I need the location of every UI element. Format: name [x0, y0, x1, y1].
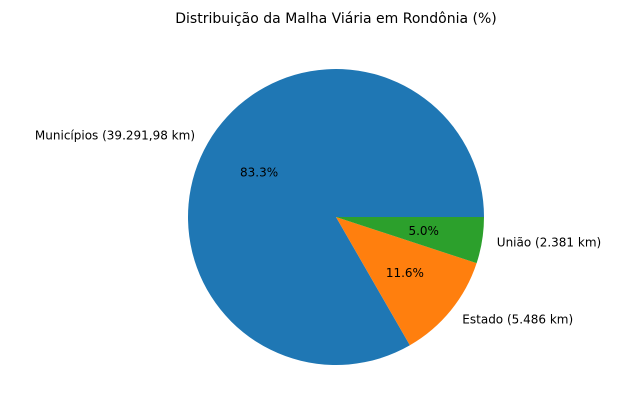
pie-percent-label-0: 83.3%	[240, 166, 278, 180]
chart-title: Distribuição da Malha Viária em Rondônia…	[175, 11, 497, 27]
pie-category-label-0: Municípios (39.291,98 km)	[35, 129, 195, 143]
pie-slice-0	[188, 68, 484, 365]
pie-slices	[188, 68, 484, 365]
pie-category-label-1: Estado (5.486 km)	[462, 313, 573, 327]
pie-percent-label-1: 11.6%	[386, 266, 424, 280]
pie-category-label-2: União (2.381 km)	[497, 236, 601, 250]
pie-percent-label-2: 5.0%	[408, 224, 439, 238]
pie-slice-1	[336, 217, 477, 346]
pie-slice-2	[336, 217, 484, 264]
pie-labels: 83.3% Municípios (39.291,98 km) 11.6% Estad…	[35, 129, 601, 327]
